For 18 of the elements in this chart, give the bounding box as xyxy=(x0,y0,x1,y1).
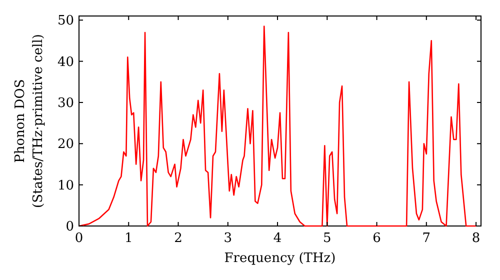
y-axis-title: Phonon DOS (States/THz·primitive cell) xyxy=(13,34,46,208)
y-tick-label: 0 xyxy=(66,220,74,235)
x-tick-label: 8 xyxy=(472,231,480,246)
x-tick-label: 5 xyxy=(323,231,332,246)
y-tick-label: 10 xyxy=(57,178,74,194)
x-tick-label: 3 xyxy=(224,231,232,246)
y-tick-label: 20 xyxy=(57,137,74,152)
x-tick-label: 6 xyxy=(372,231,381,246)
y-tick-label: 40 xyxy=(57,54,74,70)
line-series xyxy=(79,26,477,227)
y-tick-label: 50 xyxy=(57,14,74,29)
y-tick-label: 30 xyxy=(57,96,74,112)
x-tick-label: 2 xyxy=(174,231,182,246)
x-axis-title: Frequency (THz) xyxy=(224,251,336,266)
x-tick-label: 1 xyxy=(124,231,133,246)
x-tick-label: 4 xyxy=(273,231,282,246)
x-tick-label: 0 xyxy=(74,231,84,246)
x-tick-label: 7 xyxy=(422,231,431,246)
